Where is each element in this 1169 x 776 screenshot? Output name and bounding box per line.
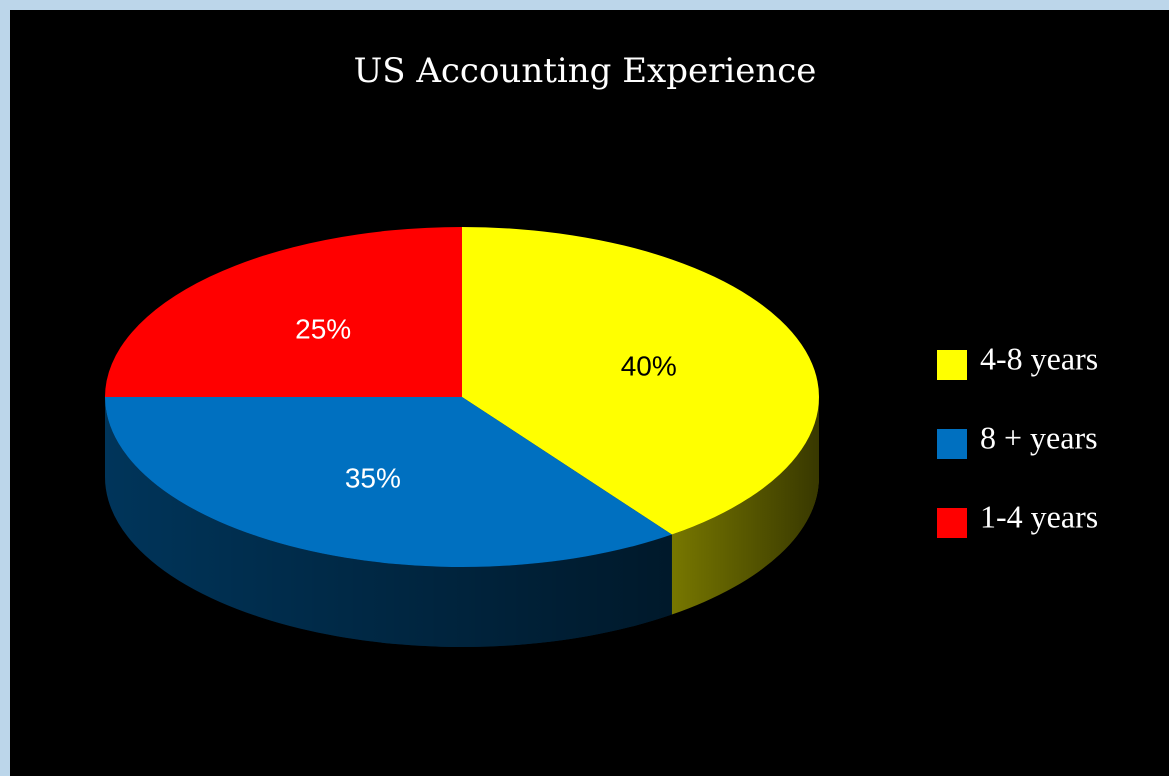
slice xyxy=(105,227,462,397)
slice-side-shade xyxy=(105,397,672,647)
chart-title: US Accounting Experience xyxy=(354,51,817,91)
legend-swatch xyxy=(937,429,967,459)
slice-side-shade xyxy=(671,397,819,615)
legend-swatch xyxy=(937,508,967,538)
legend-label: 4-8 years xyxy=(980,340,1098,376)
data-label: 25% xyxy=(295,313,351,344)
legend-label: 8 + years xyxy=(980,419,1098,455)
legend-swatch xyxy=(937,350,967,380)
slice xyxy=(105,397,672,567)
legend-label: 1-4 years xyxy=(980,498,1098,534)
slice xyxy=(462,227,820,535)
data-label: 35% xyxy=(345,463,401,494)
data-label: 40% xyxy=(621,350,677,381)
